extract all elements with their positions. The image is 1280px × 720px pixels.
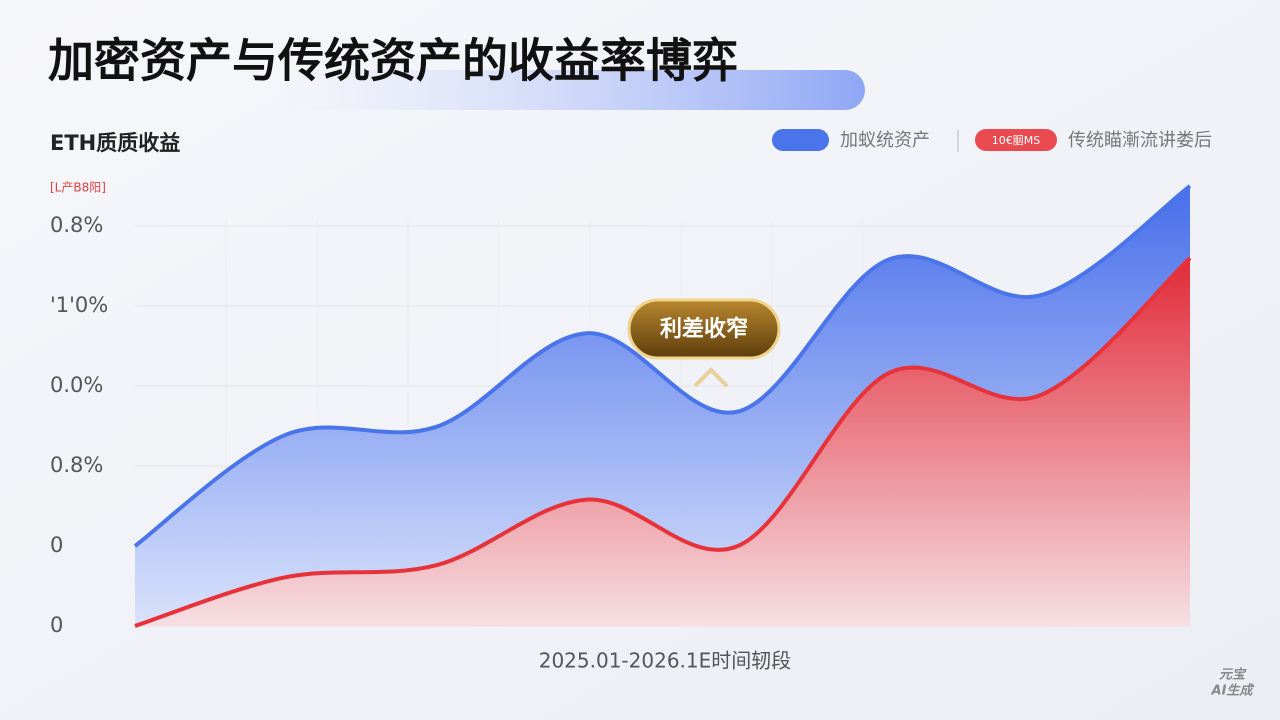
watermark: AI生成 — [1211, 683, 1255, 699]
annotation-arrowhead — [693, 367, 729, 388]
annotation-badge — [627, 298, 781, 360]
subtitle: ETH质质收益 — [50, 131, 180, 155]
y-tick-label: 0 — [50, 613, 63, 637]
y-note: [L产B8阳] — [50, 181, 106, 195]
y-tick-label: 0.8% — [50, 453, 103, 477]
legend-swatch — [772, 129, 829, 151]
y-tick-label: '1'0% — [50, 293, 108, 317]
annotation: 利差收窄 — [660, 316, 748, 342]
chart-title: 加密资产与传统资产的收益率博弈 — [48, 34, 738, 88]
legend-swatch — [975, 129, 1057, 151]
legend-badge: 10€胭MS — [992, 134, 1040, 147]
y-tick-label: 0.8% — [50, 213, 103, 237]
series-line — [134, 256, 1192, 628]
x-axis-label: 2025.01-2026.1E时间轫段 — [539, 649, 792, 673]
plot-area: 0 0 0.8% 0.0% '1'0% 0.8% — [50, 184, 1192, 637]
y-tick-label: 0.0% — [50, 373, 103, 397]
legend-label: 加蚁统资产 — [840, 130, 930, 151]
area-fill — [135, 258, 1190, 626]
series-line — [133, 184, 1192, 548]
legend-label: 传统瞄漸流讲娄后 — [1068, 130, 1212, 151]
title-highlight — [280, 70, 865, 110]
y-tick-label: 0 — [50, 533, 63, 557]
watermark: 元宝 — [1219, 667, 1247, 683]
